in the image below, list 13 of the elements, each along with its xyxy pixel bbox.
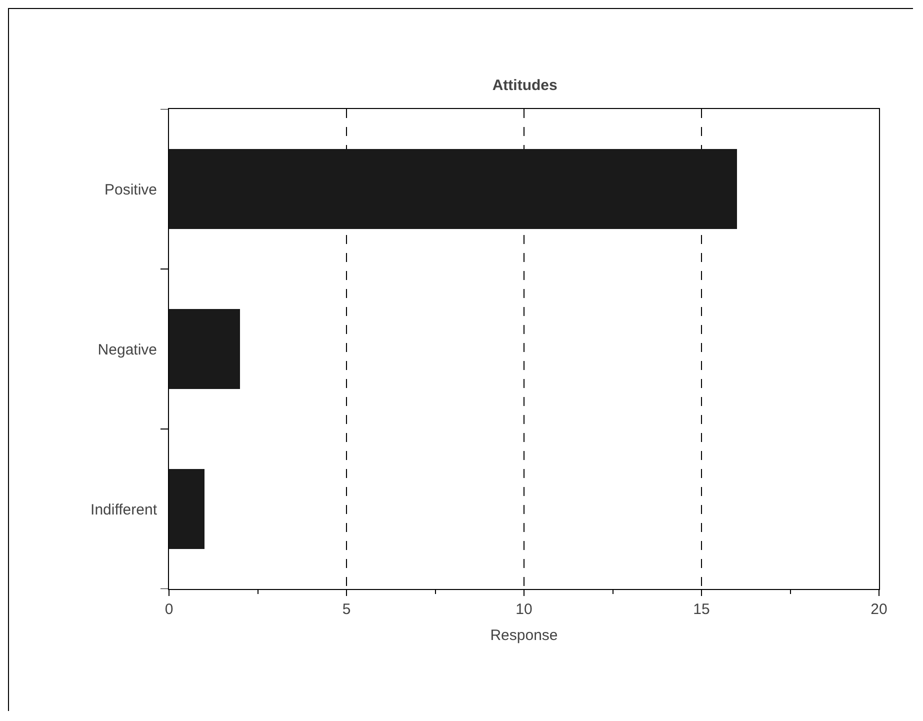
x-tick-label: 10 <box>516 601 532 618</box>
x-tick-label: 20 <box>870 601 888 618</box>
y-tick-label: Indifferent <box>90 501 158 518</box>
y-tick-label: Positive <box>104 181 157 198</box>
bar <box>169 149 737 229</box>
bar <box>169 309 240 389</box>
y-tick-label: Negative <box>98 341 157 358</box>
x-axis-title: Response <box>490 627 558 644</box>
x-tick-label: 5 <box>342 601 351 618</box>
x-tick-label: 0 <box>164 601 174 618</box>
chart-title: Attitudes <box>492 76 558 94</box>
bar <box>169 469 204 549</box>
x-tick-label: 15 <box>693 601 710 618</box>
